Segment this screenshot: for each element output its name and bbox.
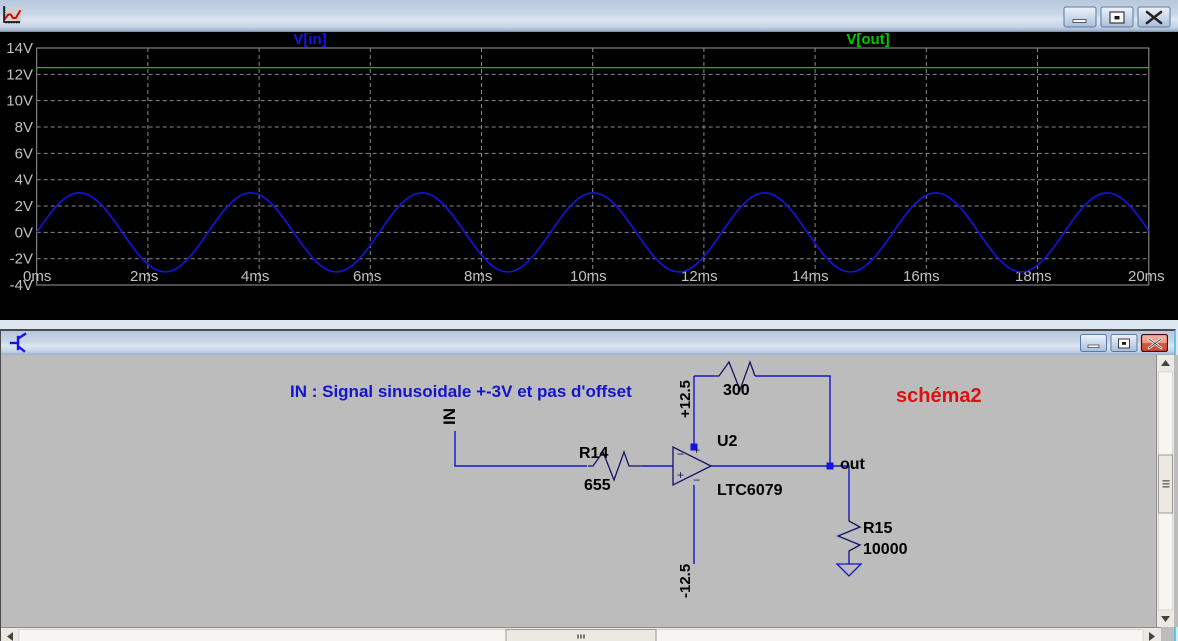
svg-text:8ms: 8ms <box>464 268 492 285</box>
svg-text:2V: 2V <box>15 198 33 215</box>
svg-text:10000: 10000 <box>863 541 908 558</box>
svg-text:+: + <box>677 468 684 482</box>
svg-text:0V: 0V <box>15 224 33 241</box>
svg-text:18ms: 18ms <box>1015 268 1052 285</box>
svg-text:V[out]: V[out] <box>846 32 889 48</box>
svg-text:6V: 6V <box>15 145 33 162</box>
svg-text:2ms: 2ms <box>130 268 158 285</box>
svg-text:-2V: -2V <box>10 251 33 268</box>
svg-text:20ms: 20ms <box>1128 268 1165 285</box>
svg-text:10ms: 10ms <box>570 268 607 285</box>
svg-text:R14: R14 <box>579 445 608 462</box>
svg-text:655: 655 <box>584 477 611 494</box>
svg-text:10V: 10V <box>6 93 33 110</box>
svg-text:V[in]: V[in] <box>293 32 326 48</box>
svg-text:8V: 8V <box>15 119 33 136</box>
svg-text:LTC6079: LTC6079 <box>717 482 783 499</box>
svg-text:300: 300 <box>723 382 750 399</box>
svg-text:−: − <box>693 473 700 487</box>
svg-text:−: − <box>677 447 684 461</box>
svg-text:IN: IN <box>440 408 459 425</box>
svg-text:R15: R15 <box>863 520 892 537</box>
svg-text:schéma2: schéma2 <box>896 385 982 407</box>
svg-text:U2: U2 <box>717 433 738 450</box>
svg-text:-12.5: -12.5 <box>677 564 694 598</box>
svg-text:IN : Signal sinusoidale +-3V e: IN : Signal sinusoidale +-3V et pas d'of… <box>290 382 632 401</box>
svg-text:4V: 4V <box>15 172 33 189</box>
svg-text:16ms: 16ms <box>903 268 940 285</box>
svg-text:14V: 14V <box>6 40 33 57</box>
svg-text:0ms: 0ms <box>23 268 51 285</box>
svg-text:out: out <box>840 456 866 473</box>
svg-text:14ms: 14ms <box>792 268 829 285</box>
svg-text:4ms: 4ms <box>241 268 269 285</box>
svg-text:12V: 12V <box>6 66 33 83</box>
svg-text:6ms: 6ms <box>353 268 381 285</box>
svg-text:+12.5: +12.5 <box>677 380 694 418</box>
svg-text:+: + <box>693 443 700 457</box>
